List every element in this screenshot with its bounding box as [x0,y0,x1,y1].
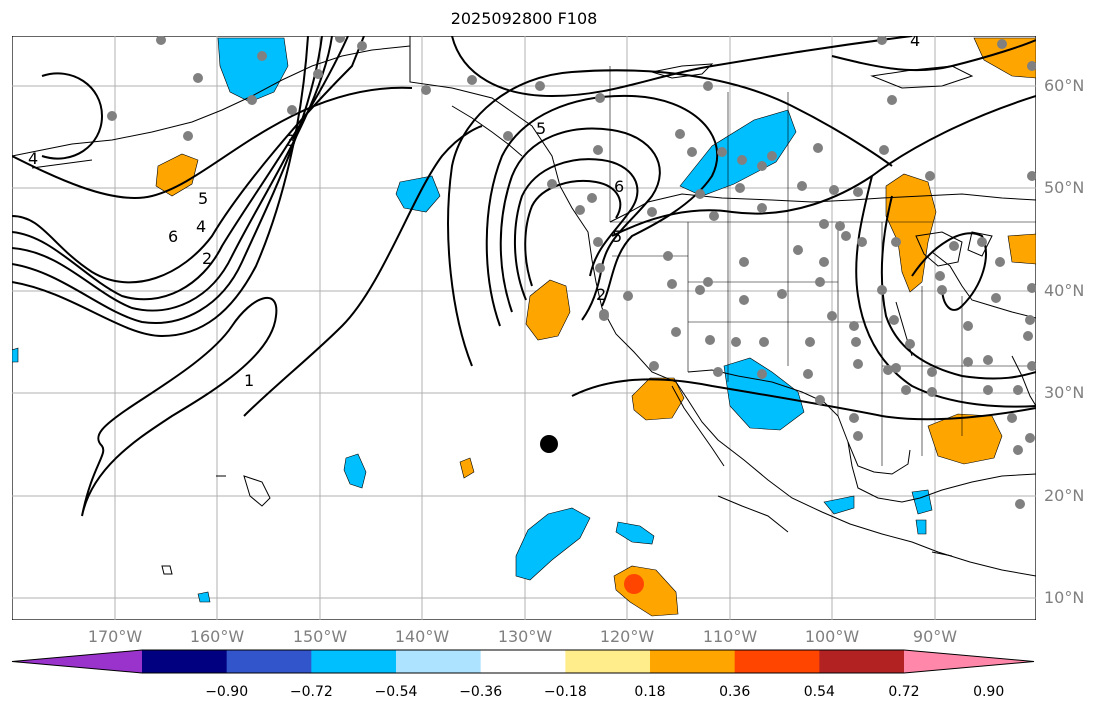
colorbar-segment [734,650,820,673]
negative-anomaly-blob [197,591,211,603]
lat-label: 30°N [1044,383,1085,402]
colorbar-segment [226,650,312,673]
colorbar-segment [819,650,905,673]
lon-label: 150°W [292,627,348,646]
colorbar-segment [480,650,566,673]
contour-label: 6 [168,227,178,246]
negative-anomaly-blob [615,521,655,545]
positive-anomaly-blob [459,457,475,479]
colorbar-segment [650,650,736,673]
lon-label: 160°W [189,627,245,646]
lon-label: 90°W [912,627,958,646]
colorbar-tick-label: −0.90 [205,684,249,700]
height-contours [12,36,1036,517]
negative-anomaly-blob [395,175,441,213]
colorbar-tick-label: −0.18 [543,684,587,700]
lat-label: 20°N [1044,486,1085,505]
negative-anomaly-blob [515,507,591,581]
negative-anomaly-blob [911,489,933,515]
colorbar-segment [565,650,651,673]
colorbar-outline [11,649,1035,674]
negative-anomaly-blob [12,347,19,363]
positive-anomaly-blob [973,37,1036,79]
contour-label: 5 [536,119,546,138]
colorbar-tick-label: −0.54 [374,684,418,700]
positive-anomaly-blob [1007,233,1036,265]
positive-anomaly-blob [525,279,571,341]
negative-anomaly-blob [343,453,367,489]
colorbar-extension-low [12,650,142,673]
contour-labels: 4 3 5 6 4 2 1 5 6 2 4 5 [28,36,920,390]
map-title: 2025092800 F108 [450,9,598,28]
colorbar-segment [142,650,228,673]
colorbar-tick-label: 0.90 [973,684,1005,700]
contour-label: 6 [614,177,624,196]
contour-label: 4 [910,36,920,50]
political-borders [609,66,1036,466]
positive-anomaly-blob [885,173,937,293]
contour-label: 3 [286,131,296,150]
positive-anomaly-blob [155,153,199,197]
lon-label: 140°W [394,627,450,646]
colorbar-tick-label: −0.72 [289,684,333,700]
negative-anomaly-blob [823,495,855,515]
negative-anomaly-blob [679,109,797,197]
contour-label: 2 [596,285,606,304]
contour-label: 5 [612,227,622,246]
colorbar-tick-label: 0.36 [719,684,751,700]
colorbar-segment [396,650,482,673]
storm-center-marker [540,435,558,453]
lat-label: 60°N [1044,76,1085,95]
coastlines [12,36,1036,577]
lon-label: 170°W [87,627,143,646]
colorbar-extension-high [904,650,1034,673]
colorbar-segment [311,650,397,673]
positive-anomaly-blob [927,413,1003,465]
contour-label: 2 [202,249,212,268]
colorbar-tick-label: 0.72 [888,684,920,700]
strong-positive-anomaly [624,574,644,594]
colorbar-tick-label: 0.18 [634,684,666,700]
lon-label: 110°W [702,627,758,646]
lon-label: 100°W [804,627,860,646]
colorbar-tick-label: −0.36 [459,684,503,700]
lon-label: 120°W [599,627,655,646]
lon-label: 130°W [497,627,553,646]
contour-label: 1 [244,371,254,390]
station-dots [107,36,1036,509]
contour-label: 4 [196,217,206,236]
lat-label: 10°N [1044,588,1085,607]
colorbar [11,649,1035,674]
map-panel: 4 3 5 6 4 2 1 5 6 2 4 5 [12,36,1036,620]
negative-anomaly-blob [915,519,927,535]
contour-label: 5 [198,189,208,208]
lat-label: 40°N [1044,281,1085,300]
positive-anomaly-blob [631,377,685,421]
lat-label: 50°N [1044,178,1085,197]
colorbar-tick-label: 0.54 [803,684,835,700]
contour-label: 4 [28,149,38,168]
